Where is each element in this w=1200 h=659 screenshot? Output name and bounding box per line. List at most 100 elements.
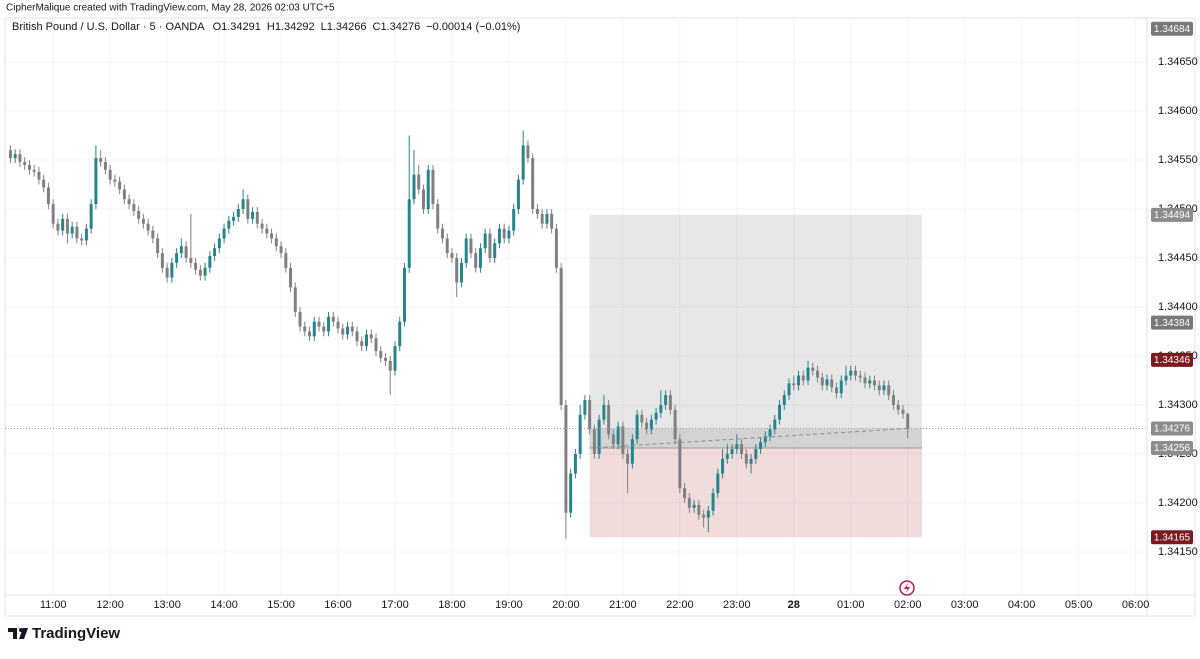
candle-body — [18, 154, 22, 163]
candle-body — [246, 199, 250, 219]
candle-body — [488, 233, 492, 259]
x-tick-label: 22:00 — [666, 599, 694, 611]
candle-body — [184, 246, 188, 259]
candle-body — [208, 256, 212, 268]
symbol-title: British Pound / U.S. Dollar · 5 · OANDA — [12, 21, 205, 33]
candle-body — [308, 331, 312, 337]
candle-body — [298, 311, 302, 327]
candle-body — [179, 246, 183, 254]
candle-body — [365, 334, 369, 347]
candle-body — [497, 228, 501, 244]
candle-body — [236, 209, 240, 217]
candle-body — [293, 287, 297, 312]
y-tick-label: 1.34150 — [1158, 546, 1198, 558]
candle-body — [379, 351, 383, 358]
y-tick-label: 1.34550 — [1158, 154, 1198, 166]
candle-body — [51, 204, 55, 224]
candle-body — [692, 504, 696, 508]
candle-body — [274, 238, 278, 247]
candle-body — [346, 326, 350, 335]
candle-body — [37, 171, 41, 180]
candle-body — [721, 458, 725, 474]
y-tick-label: 1.34600 — [1158, 105, 1198, 117]
candle-body — [478, 248, 482, 268]
x-tick-label: 16:00 — [324, 599, 352, 611]
candle-body — [711, 493, 715, 511]
candle-body — [816, 370, 820, 378]
candle-body — [122, 189, 126, 200]
candle-body — [820, 377, 824, 386]
candle-body — [213, 248, 217, 257]
candle-body — [80, 238, 84, 241]
candle-body — [896, 404, 900, 410]
candle-body — [440, 228, 444, 239]
price-label: 1.34684 — [1154, 24, 1191, 35]
price-label-box — [1151, 315, 1193, 330]
candle-body — [89, 204, 93, 229]
replay-icon — [899, 580, 915, 596]
icon-circle — [899, 580, 915, 596]
ohlc-readout: O1.34291 — [213, 21, 261, 33]
x-tick-label: 23:00 — [723, 599, 751, 611]
candle-body — [132, 204, 136, 211]
candle-body — [23, 162, 27, 165]
candle-body — [645, 422, 649, 430]
chart-frame — [4, 17, 1196, 617]
y-tick-label: 1.34650 — [1158, 56, 1198, 68]
candle-body — [521, 145, 525, 180]
candle-body — [94, 158, 98, 205]
candle-body — [564, 404, 568, 513]
price-label-box — [1151, 421, 1193, 436]
candle-body — [412, 174, 416, 200]
candles — [8, 130, 910, 540]
candle-body — [906, 413, 910, 429]
y-tick-label: 1.34200 — [1158, 497, 1198, 509]
candle-body — [540, 213, 544, 224]
candle-body — [730, 449, 734, 454]
grid — [5, 18, 1147, 595]
candle-body — [872, 380, 876, 386]
brand-mark — [8, 628, 28, 639]
candle-body — [426, 169, 430, 210]
candle-body — [849, 370, 853, 376]
candle-body — [455, 258, 459, 283]
candle-body — [507, 230, 511, 239]
price-label-box — [1151, 441, 1193, 456]
candle-body — [103, 162, 107, 170]
candle-body — [835, 387, 839, 394]
candle-body — [27, 164, 31, 170]
ohlc-readout: L1.34266 — [321, 21, 367, 33]
candle-body — [830, 379, 834, 388]
candle-body — [388, 360, 392, 371]
candle-body — [151, 230, 155, 239]
candle-body — [649, 419, 653, 430]
candle-body — [778, 404, 782, 420]
candle-body — [474, 253, 478, 268]
candle-body — [607, 404, 611, 435]
candle-body — [877, 385, 881, 391]
candle-body — [630, 439, 634, 464]
candle-body — [160, 253, 164, 268]
candle-body — [141, 218, 145, 224]
axes: 1.346501.346001.345501.345001.344501.344… — [40, 21, 1198, 611]
candle-body — [156, 238, 160, 254]
price-label: 1.34165 — [1154, 532, 1191, 543]
signature: CipherMalique created with TradingView.c… — [6, 3, 335, 14]
candle-body — [194, 262, 198, 270]
candle-body — [483, 233, 487, 249]
price-label-box — [1151, 207, 1193, 222]
price-label: 1.34256 — [1154, 443, 1191, 454]
candle-body — [782, 395, 786, 405]
price-label: 1.34494 — [1154, 210, 1191, 221]
candle-body — [327, 316, 331, 332]
candle-body — [588, 400, 592, 430]
x-tick-label: 11:00 — [40, 599, 67, 611]
candle-body — [863, 377, 867, 384]
x-tick-label: 13:00 — [153, 599, 181, 611]
candle-body — [825, 379, 829, 386]
candle-body — [374, 338, 378, 352]
candle-body — [725, 453, 729, 459]
x-tick-label: 05:00 — [1065, 599, 1093, 611]
candle-body — [569, 473, 573, 513]
